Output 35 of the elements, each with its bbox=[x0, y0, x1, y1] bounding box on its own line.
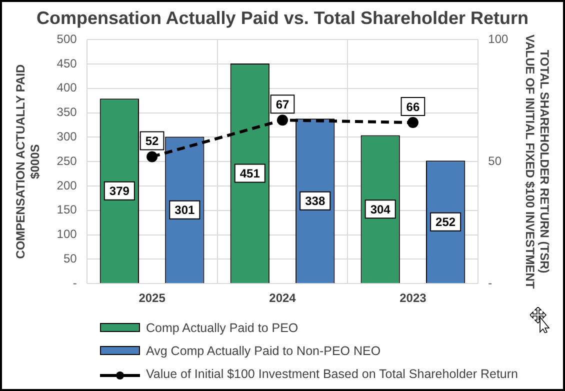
legend-label: Comp Actually Paid to PEO bbox=[146, 320, 298, 334]
data-label: 67 bbox=[276, 97, 290, 112]
data-label: 301 bbox=[174, 203, 195, 218]
y-tick-label: 400 bbox=[56, 80, 78, 95]
y-tick-label: 300 bbox=[56, 130, 78, 144]
legend-label: Avg Comp Actually Paid to Non-PEO NEO bbox=[146, 344, 381, 358]
x-tick-label: 2023 bbox=[400, 291, 427, 306]
y2-tick-label: 50 bbox=[488, 154, 502, 168]
y-tick-label: 450 bbox=[56, 56, 78, 70]
data-label: 304 bbox=[370, 202, 391, 216]
y2-tick-label: 100 bbox=[488, 32, 509, 46]
data-label: 379 bbox=[109, 184, 130, 198]
y-tick-label: 250 bbox=[56, 154, 78, 168]
x-tick-label: 2025 bbox=[138, 291, 166, 306]
y-tick-label: 350 bbox=[56, 105, 78, 120]
y-tick-label: 150 bbox=[56, 202, 78, 217]
point bbox=[277, 114, 288, 126]
y-tick-label: - bbox=[72, 276, 77, 290]
point bbox=[146, 151, 158, 162]
y-axis-title: COMPENSATION ACTUALLY PAID $000S bbox=[14, 64, 42, 259]
y-tick-label: 500 bbox=[56, 32, 78, 46]
data-label: 451 bbox=[240, 166, 260, 181]
y-tick-label: 100 bbox=[56, 227, 78, 242]
y2-axis-title: TOTAL SHAREHOLDER RETURN (TSR) VALUE OF INITIAL FIXED $100 INVESTMENT bbox=[523, 34, 552, 290]
legend-label: Value of Initial $100 Investment Based on Total Shareholder Return bbox=[146, 366, 518, 380]
x-tick-label: 2024 bbox=[269, 291, 296, 306]
data-label: 52 bbox=[145, 134, 160, 148]
data-label: 66 bbox=[406, 100, 420, 114]
data-label: 338 bbox=[305, 194, 326, 208]
point bbox=[407, 117, 418, 128]
y-tick-label: 50 bbox=[63, 252, 78, 266]
y-tick-label: 200 bbox=[56, 178, 78, 192]
chart-title: Compensation Actually Paid vs. Total Shareholder Return bbox=[36, 8, 529, 28]
data-label: 252 bbox=[436, 215, 456, 230]
y2-tick-label: - bbox=[488, 276, 492, 290]
